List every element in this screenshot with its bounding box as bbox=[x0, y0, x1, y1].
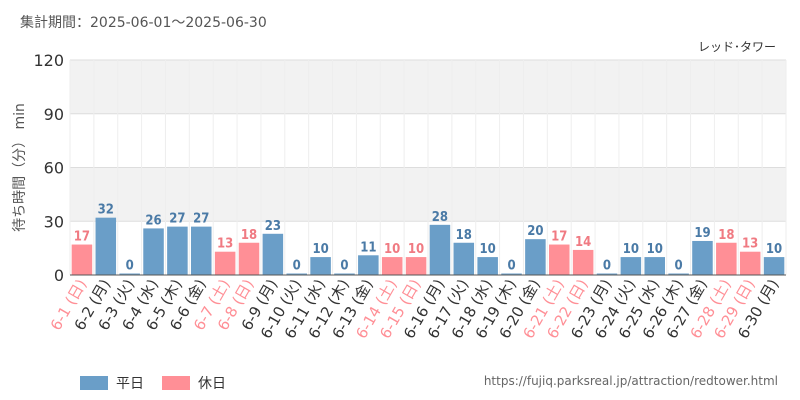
data-label: 26 bbox=[145, 213, 161, 228]
bar bbox=[572, 249, 594, 275]
legend-swatch-weekday bbox=[80, 376, 108, 390]
data-label: 10 bbox=[623, 242, 639, 257]
data-label: 10 bbox=[384, 242, 400, 257]
data-label: 18 bbox=[718, 228, 734, 243]
bar bbox=[739, 251, 761, 275]
bar bbox=[238, 242, 260, 275]
y-tick-label: 120 bbox=[33, 51, 64, 70]
y-tick-label: 30 bbox=[44, 212, 64, 231]
data-label: 28 bbox=[432, 210, 448, 225]
data-label: 0 bbox=[603, 259, 611, 274]
data-label: 13 bbox=[217, 237, 233, 252]
bar bbox=[763, 257, 785, 275]
legend-label-weekday: 平日 bbox=[116, 376, 144, 392]
bar bbox=[95, 217, 117, 275]
data-label: 11 bbox=[360, 240, 376, 255]
data-label: 18 bbox=[456, 228, 472, 243]
data-label: 14 bbox=[575, 235, 591, 250]
attraction-name: レッド･タワー bbox=[697, 40, 776, 54]
bar bbox=[143, 228, 164, 275]
bar bbox=[429, 224, 451, 275]
data-label: 10 bbox=[766, 242, 782, 257]
y-tick-label: 90 bbox=[44, 105, 64, 124]
data-label: 19 bbox=[694, 226, 710, 241]
data-label: 0 bbox=[507, 259, 515, 274]
bar bbox=[119, 273, 140, 275]
data-label: 10 bbox=[408, 242, 424, 257]
bar bbox=[644, 257, 665, 275]
bar bbox=[286, 273, 307, 275]
bar bbox=[716, 242, 737, 275]
data-label: 20 bbox=[527, 224, 543, 239]
data-labels: 17 32 0 26 27 27 13 18 23 0 10 0 11 10 10 28 18 10 0 20 17 14… bbox=[74, 203, 782, 274]
collection-period: 集計期間：2025-06-01～2025-06-30 bbox=[20, 15, 267, 31]
data-label: 0 bbox=[126, 259, 134, 274]
legend-item-weekday[interactable]: 平日 bbox=[80, 373, 144, 393]
data-label: 0 bbox=[340, 259, 348, 274]
x-axis-labels: 6-1 (日)6-2 (月)6-3 (火)6-4 (水)6-5 (木)6-6 (… bbox=[47, 276, 783, 342]
bar bbox=[310, 257, 331, 275]
y-axis-ticks: 0 30 60 90 120 bbox=[33, 51, 64, 285]
source-url[interactable]: https://fujiq.parksreal.jp/attraction/re… bbox=[483, 374, 778, 388]
bar bbox=[214, 251, 236, 275]
bar bbox=[668, 273, 689, 275]
data-label: 13 bbox=[742, 237, 758, 252]
data-label: 0 bbox=[675, 259, 683, 274]
bar bbox=[453, 242, 475, 275]
data-label: 10 bbox=[480, 242, 496, 257]
bar bbox=[358, 255, 379, 275]
legend-swatch-holiday bbox=[162, 376, 190, 390]
grid-lines bbox=[69, 59, 787, 276]
y-tick-label: 0 bbox=[54, 266, 64, 285]
bar bbox=[549, 244, 570, 275]
bar bbox=[477, 257, 498, 275]
bar bbox=[381, 257, 403, 275]
data-label: 17 bbox=[74, 230, 90, 245]
bar bbox=[334, 273, 355, 275]
bars bbox=[71, 217, 785, 275]
bar bbox=[501, 273, 522, 275]
data-label: 23 bbox=[265, 219, 281, 234]
y-tick-label: 60 bbox=[44, 159, 64, 178]
bar bbox=[405, 257, 427, 275]
bar bbox=[692, 240, 713, 275]
legend-label-holiday: 休日 bbox=[198, 376, 226, 392]
bar bbox=[620, 257, 642, 275]
bar bbox=[167, 226, 188, 275]
legend: 平日 休日 bbox=[80, 373, 244, 393]
data-label: 10 bbox=[312, 242, 328, 257]
bar bbox=[596, 273, 618, 275]
legend-item-holiday[interactable]: 休日 bbox=[162, 373, 226, 393]
bar bbox=[525, 239, 546, 275]
bar bbox=[262, 233, 284, 275]
data-label: 27 bbox=[169, 212, 185, 227]
data-label: 10 bbox=[647, 242, 663, 257]
data-label: 17 bbox=[551, 230, 567, 245]
bar bbox=[191, 226, 212, 275]
y-axis-label: 待ち時間（分） min bbox=[12, 103, 28, 232]
bar bbox=[71, 244, 93, 275]
data-label: 32 bbox=[98, 203, 114, 218]
data-label: 27 bbox=[193, 212, 209, 227]
data-label: 18 bbox=[241, 228, 257, 243]
data-label: 0 bbox=[293, 259, 301, 274]
